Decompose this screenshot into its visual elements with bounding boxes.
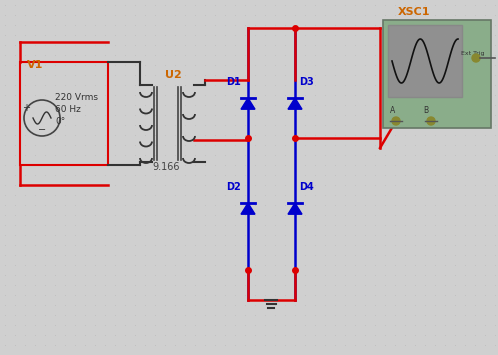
Text: 220 Vrms: 220 Vrms — [55, 93, 98, 102]
Text: +: + — [22, 103, 30, 113]
Text: A: A — [390, 106, 395, 115]
Text: V1: V1 — [27, 60, 43, 70]
Text: XSC1: XSC1 — [398, 7, 430, 17]
Text: B: B — [423, 106, 428, 115]
Circle shape — [24, 100, 60, 136]
Bar — [20, 62, 108, 165]
Text: 60 Hz: 60 Hz — [55, 105, 81, 114]
Text: 9.166: 9.166 — [152, 162, 179, 172]
Circle shape — [427, 117, 435, 125]
Text: D2: D2 — [226, 182, 241, 192]
Text: D1: D1 — [226, 77, 241, 87]
Circle shape — [472, 54, 480, 62]
Text: −: − — [38, 125, 46, 135]
Bar — [383, 20, 491, 128]
Text: 0°: 0° — [55, 117, 65, 126]
Polygon shape — [241, 98, 255, 109]
Circle shape — [392, 117, 400, 125]
Text: U2: U2 — [165, 70, 182, 80]
Polygon shape — [288, 98, 302, 109]
Text: D4: D4 — [299, 182, 314, 192]
Text: Ext Trig: Ext Trig — [461, 51, 485, 56]
Bar — [388, 25, 462, 97]
Polygon shape — [288, 203, 302, 214]
Polygon shape — [241, 203, 255, 214]
Text: D3: D3 — [299, 77, 314, 87]
